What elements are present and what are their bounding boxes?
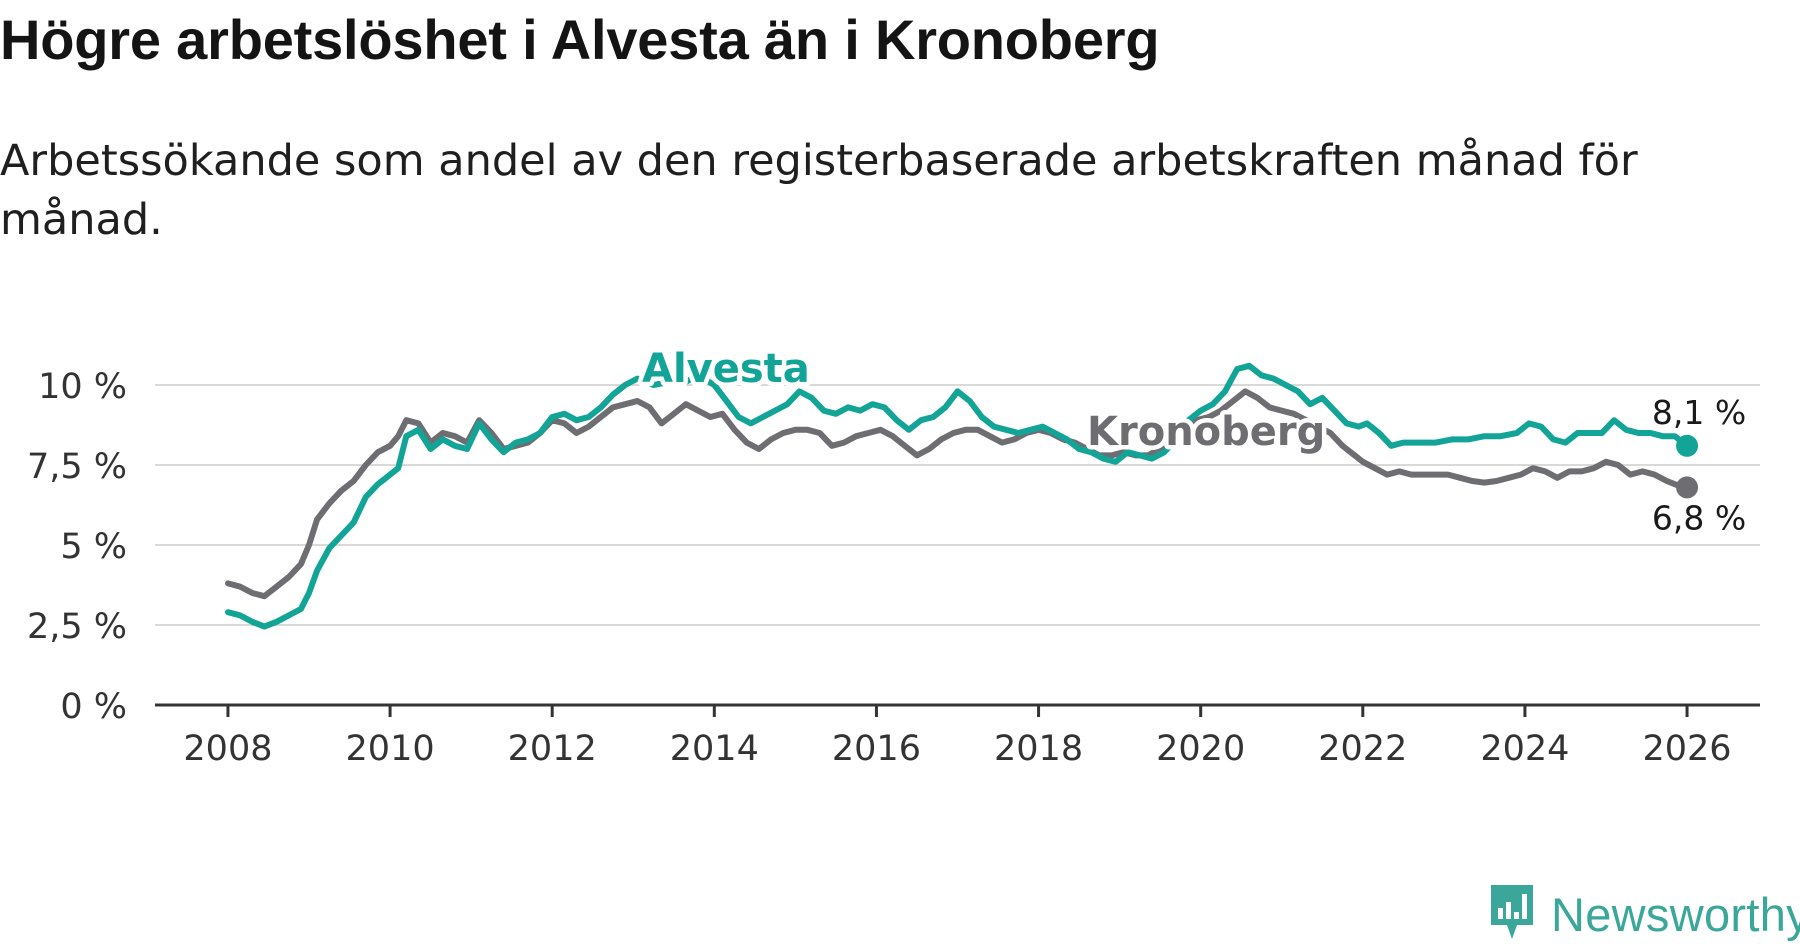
y-tick-label: 7,5 % [27,447,127,487]
x-tick-label: 2016 [832,729,921,769]
x-tick-label: 2026 [1643,729,1732,769]
chart-title: Högre arbetslöshet i Alvesta än i Kronob… [0,8,1160,71]
x-tick-label: 2018 [994,729,1083,769]
series-line-alvesta [225,362,1690,630]
end-point-alvesta [1676,434,1699,457]
x-tick-label: 2020 [1156,729,1245,769]
y-tick-label: 0 % [60,687,127,727]
chart-subtitle: Arbetssökande som andel av den registerb… [0,136,1638,245]
x-tick-label: 2012 [508,729,597,769]
brand-name: Newsworthy [1551,887,1800,941]
x-tick-label: 2022 [1318,729,1407,769]
end-value-label-alvesta: 8,1 % [1652,393,1746,432]
x-tick-label: 2010 [346,729,435,769]
end-point-kronoberg [1676,476,1699,499]
series-label-alvesta: Alvesta [642,346,810,392]
series-label-kronoberg: Kronoberg [1087,409,1325,455]
axes: 0 % 2,5 % 5 % 7,5 % 10 % 2008 2010 2012 2014 2016… [27,367,1760,769]
end-value-label-kronoberg: 6,8 % [1652,498,1746,537]
x-tick-label: 2014 [670,729,759,769]
y-tick-label: 2,5 % [27,607,127,647]
x-tick-label: 2024 [1480,729,1569,769]
series [225,362,1699,630]
series-line-kronoberg [225,388,1690,600]
series-labels: 6,8 % 8,1 % Kronoberg Alvesta [638,342,1747,538]
gridlines [155,384,1760,626]
y-tick-label: 10 % [38,367,127,407]
brand: Newsworthy [1487,878,1800,950]
y-tick-label: 5 % [60,527,127,567]
x-tick-label: 2008 [183,729,272,769]
newsworthy-logo-icon [1487,881,1537,947]
